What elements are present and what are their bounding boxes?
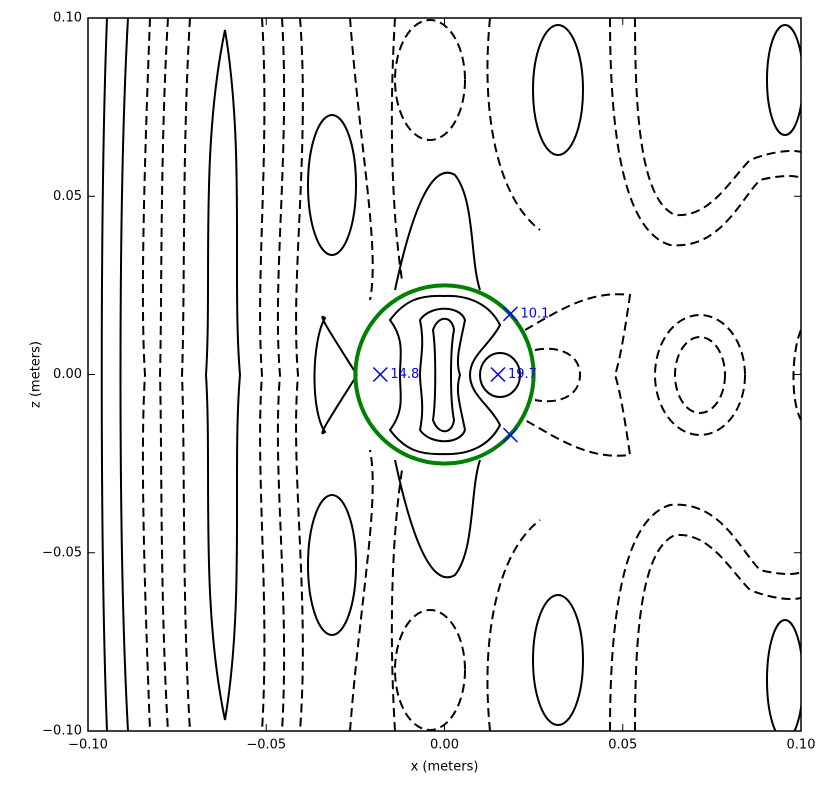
contour-line	[394, 19, 466, 141]
contour-line	[180, 18, 191, 731]
contour-line	[418, 307, 467, 443]
contour-line	[532, 594, 584, 726]
contours	[100, 18, 801, 731]
contour-line	[388, 294, 502, 456]
contour-line	[394, 171, 481, 291]
x-tick-label: −0.10	[68, 738, 108, 753]
marker	[372, 366, 388, 383]
contour-line	[634, 18, 801, 217]
x-tick-label: 0.00	[430, 738, 459, 753]
y-tick-label: 0.10	[53, 11, 82, 26]
contour-line	[609, 18, 801, 247]
y-tick-label: −0.10	[42, 724, 82, 739]
contour-line	[634, 533, 801, 731]
contour-line	[349, 449, 374, 731]
contour-line	[486, 519, 541, 731]
marker	[502, 306, 518, 322]
contour-line	[394, 609, 466, 731]
contour-line	[390, 469, 403, 731]
y-tick-label: 0.00	[53, 367, 82, 382]
contour-line	[524, 293, 632, 457]
y-tick-label: 0.05	[53, 189, 82, 204]
marker-label: 10.1	[520, 306, 549, 321]
contour-line	[792, 329, 801, 421]
plot-frame	[87, 17, 802, 732]
marker-label: 19.7	[508, 367, 537, 382]
contour-line	[307, 494, 357, 636]
contour-line	[349, 18, 374, 301]
contour-line	[307, 114, 357, 256]
contour-line	[119, 18, 129, 731]
x-tick-label: 0.05	[608, 738, 637, 753]
contour-line	[609, 503, 801, 731]
contour-line	[674, 336, 726, 414]
x-tick-label: 0.10	[787, 738, 816, 753]
contour-line	[313, 315, 358, 435]
contour-line	[431, 317, 456, 433]
contour-line	[486, 18, 541, 231]
marker	[490, 366, 506, 383]
contour-line	[534, 347, 582, 403]
marker-label: 14.8	[390, 367, 419, 382]
contour-line	[532, 24, 584, 156]
contour-line	[204, 29, 242, 721]
contour-line	[390, 18, 403, 281]
contour-line	[100, 18, 108, 731]
x-axis-label: x (meters)	[411, 760, 479, 775]
contour-line	[141, 18, 151, 731]
contour-line	[276, 18, 286, 731]
contour-line	[654, 314, 746, 436]
contour-line	[259, 18, 266, 731]
y-tick-label: −0.05	[42, 545, 82, 560]
contour-line	[394, 459, 481, 579]
x-tick-label: −0.05	[246, 738, 286, 753]
contour-line	[295, 18, 304, 731]
marker	[502, 427, 518, 443]
contour-line	[766, 24, 801, 136]
contour-line	[479, 352, 521, 398]
y-axis-label: z (meters)	[29, 341, 44, 408]
sphere-outline	[353, 283, 536, 466]
contour-line	[766, 619, 801, 731]
contour-line	[158, 18, 169, 731]
